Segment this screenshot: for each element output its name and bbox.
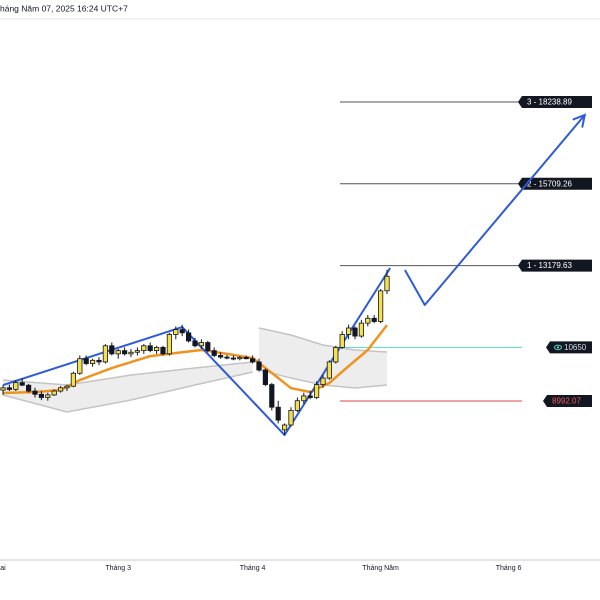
level-label: 10650 [564, 343, 587, 352]
candle-body [83, 358, 89, 364]
candle-body [243, 357, 249, 360]
candle-body [217, 355, 224, 358]
candle-body [256, 361, 262, 371]
candle-body [38, 393, 45, 398]
candle-body [58, 387, 64, 392]
candle-body [115, 350, 121, 355]
level-label-box [543, 395, 592, 408]
band-edge [2, 361, 253, 386]
candle-body [77, 358, 83, 374]
candle-body [205, 342, 211, 352]
candle-body [262, 369, 269, 385]
candle-body [122, 350, 128, 355]
plot: 3 - 18238.89 2 - 15709.26 1 - 13179.63 1065… [0, 95, 592, 572]
candle-body [0, 387, 6, 391]
candle-body [275, 406, 281, 421]
candle-body [128, 351, 134, 355]
candle-body [185, 332, 192, 342]
candle-body [237, 357, 243, 360]
candle-body [249, 358, 256, 363]
candle-body [358, 322, 365, 337]
candle-body [141, 345, 147, 352]
candle-body [153, 346, 160, 352]
candle-body [230, 357, 236, 360]
candle-body [147, 345, 153, 352]
band-area [3, 362, 253, 413]
candle-body [45, 394, 51, 398]
candle-body [160, 346, 166, 355]
candle-body [192, 340, 198, 347]
candle-body [32, 390, 38, 395]
candle-body [13, 382, 19, 390]
projection-line [404, 114, 586, 307]
level-label-box [546, 341, 592, 354]
candle-body [333, 346, 339, 363]
candle-body [326, 361, 333, 379]
candle-body [70, 372, 76, 387]
candle-body [371, 317, 377, 322]
candle-body [224, 356, 230, 359]
level-label-box [518, 177, 592, 190]
candle-body [281, 424, 288, 431]
candle-body [134, 350, 140, 353]
x-tick-label: ai [0, 565, 6, 572]
candle-body [269, 384, 275, 408]
level-label: 2 - 15709.26 [527, 179, 572, 188]
level-label: 1 - 13179.63 [527, 261, 572, 270]
candle-body [313, 384, 320, 398]
candle-body [102, 345, 108, 363]
candle-body [211, 350, 217, 356]
x-tick-label: Tháng 3 [105, 565, 131, 572]
candle-body [345, 327, 352, 335]
x-tick-label: Tháng Năm [362, 565, 399, 572]
candle-body [179, 329, 185, 334]
level-label-box [518, 259, 592, 272]
x-tick-label: Tháng 6 [496, 565, 522, 572]
candle-body [377, 290, 384, 322]
candle-body [25, 384, 32, 392]
band-area [259, 328, 387, 389]
candle-body [198, 342, 204, 347]
candle-body [51, 390, 57, 396]
candle-body [109, 345, 115, 355]
level-label: 3 - 18238.89 [527, 98, 572, 107]
x-tick-label: Tháng 4 [240, 565, 266, 572]
candle-body [320, 377, 326, 385]
candle-body [166, 334, 172, 355]
candle-body [301, 395, 307, 402]
candle-body [294, 400, 301, 411]
eye-pupil [556, 346, 560, 349]
candle-body [64, 385, 70, 389]
band-edge [2, 371, 253, 413]
candle-body [288, 410, 294, 426]
candle-body [339, 334, 345, 348]
candle-body [365, 317, 371, 324]
candle-body [19, 382, 25, 386]
candle-body [90, 359, 96, 364]
candle-body [307, 395, 313, 398]
candle-body [384, 275, 390, 292]
level-label-box [518, 95, 592, 108]
candle-body [96, 359, 102, 363]
candle-body [6, 387, 12, 390]
candle-body [173, 329, 179, 335]
arrow-head [572, 113, 587, 128]
level-label: 8992.07 [552, 397, 581, 406]
candle-body [352, 327, 358, 337]
timestamp: háng Năm 07, 2025 16:24 UTC+7 [0, 3, 128, 13]
eye-icon [554, 344, 562, 351]
